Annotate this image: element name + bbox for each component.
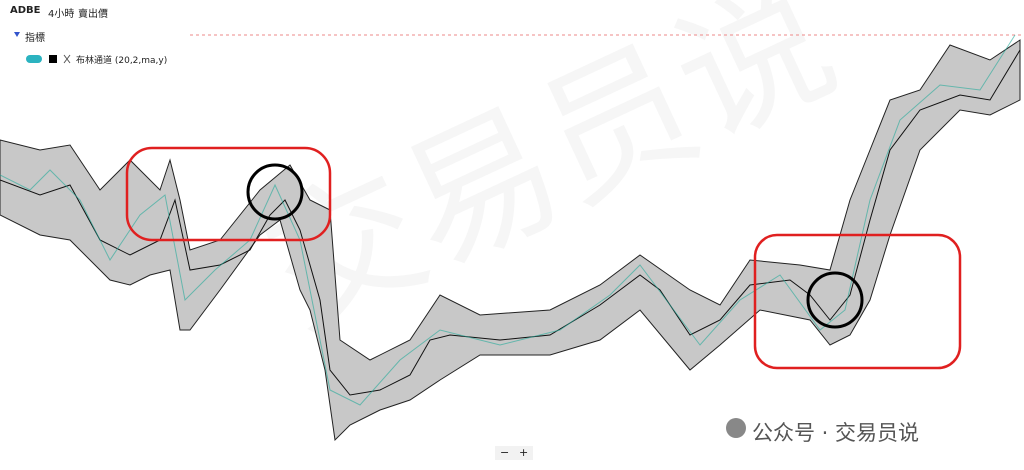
color-swatch[interactable] bbox=[49, 55, 57, 63]
symbol[interactable]: ADBE bbox=[10, 5, 41, 16]
watermark: 公众号 · 交易员说 bbox=[752, 421, 920, 445]
zoom-in[interactable]: + bbox=[519, 446, 529, 459]
wechat-icon bbox=[726, 418, 746, 438]
zoom-out[interactable]: − bbox=[500, 446, 510, 459]
interval[interactable]: 4小時 bbox=[48, 9, 75, 20]
price-type[interactable]: 賣出價 bbox=[78, 9, 108, 20]
highlight-box bbox=[125, 146, 332, 242]
collapse-arrow[interactable] bbox=[14, 32, 20, 37]
price-trace bbox=[0, 34, 1016, 406]
toggle[interactable] bbox=[26, 55, 42, 63]
close-icon[interactable] bbox=[63, 54, 71, 64]
highlight-circle bbox=[246, 163, 304, 221]
highlight-box bbox=[753, 233, 962, 370]
highlight-circle bbox=[806, 271, 864, 329]
zoom-bar bbox=[495, 446, 533, 460]
indicator-label: 布林通道 (20,2,ma,y) bbox=[76, 56, 168, 66]
indicators-title[interactable]: 指標 bbox=[25, 33, 45, 44]
middle-band bbox=[0, 49, 1021, 396]
